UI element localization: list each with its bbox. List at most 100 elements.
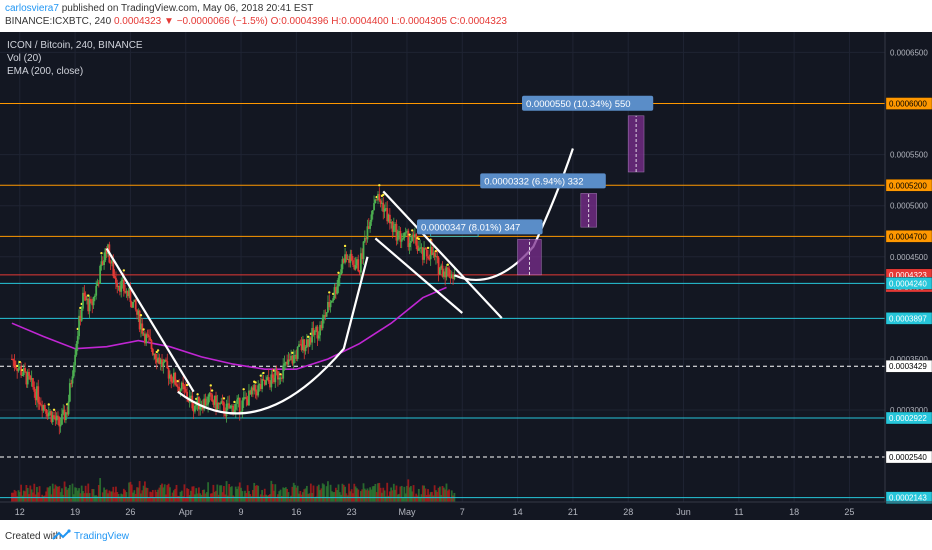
level-tag: [885, 230, 932, 243]
candle-body: [317, 335, 320, 339]
candle-body: [192, 408, 195, 412]
last-price: 0.0004323: [113, 16, 162, 27]
volume-bar: [97, 484, 100, 502]
volume-bar: [419, 496, 422, 502]
candle-body: [179, 389, 182, 392]
volume-bar: [225, 481, 228, 502]
volume-bar: [112, 486, 115, 502]
candle-body: [122, 279, 125, 291]
candle-body: [334, 287, 337, 294]
candle-body: [186, 391, 188, 399]
volume-bar: [303, 489, 306, 502]
candle-body: [253, 384, 256, 391]
volume-bar: [149, 491, 152, 502]
candle-body: [435, 256, 437, 258]
volume-bar: [157, 489, 159, 502]
volume-bar: [183, 484, 186, 502]
signal-dot: [378, 184, 381, 187]
price-axis: 0.0006500 0.0005500 0.0005000 0.0004500 0.00…: [884, 32, 932, 504]
volume-bar: [121, 494, 124, 502]
signal-dot: [18, 360, 22, 364]
volume-bar: [62, 494, 65, 502]
candle-body: [348, 258, 350, 263]
chart-area[interactable]: 0.0000347 (8.01%) 347 0.0000332 (6.94%) 3…: [0, 32, 932, 520]
candle-body: [413, 234, 416, 238]
candle-body: [257, 385, 260, 396]
volume-bar: [354, 486, 357, 502]
signal-dot: [446, 263, 449, 266]
volume-bar: [96, 496, 99, 502]
volume-bar: [316, 486, 319, 502]
author-link[interactable]: carlosviera7: [5, 3, 59, 14]
volume-bar: [445, 483, 448, 502]
volume-bar: [190, 490, 192, 502]
volume-bar: [29, 485, 32, 502]
volume-bar: [205, 492, 208, 502]
candle-body: [428, 258, 431, 260]
candle-body: [126, 291, 129, 297]
volume-bar: [142, 485, 145, 502]
candle-body: [429, 246, 432, 260]
candle-body: [180, 382, 183, 390]
volume-bar: [90, 497, 92, 502]
volume-bar: [407, 479, 410, 502]
volume-bar: [325, 486, 328, 502]
volume-bar: [320, 488, 323, 502]
candle-body: [452, 274, 454, 280]
candle-body: [36, 386, 38, 401]
candle-body: [363, 237, 366, 242]
volume-bar: [137, 487, 140, 502]
candle-body: [232, 405, 235, 415]
volume-bar: [136, 487, 138, 502]
volume-bar: [133, 490, 136, 502]
candle-body: [412, 234, 415, 238]
volume-bar: [197, 487, 200, 502]
volume-bar: [161, 483, 163, 502]
level-tag: [885, 450, 932, 464]
projection-label-bg: [480, 173, 606, 189]
signal-dot: [233, 400, 236, 404]
volume-bar: [213, 491, 216, 502]
volume-bar: [130, 484, 133, 502]
candle-body: [374, 199, 377, 204]
volume-bar: [329, 484, 332, 502]
candle-body: [54, 418, 57, 421]
candle-body: [163, 359, 166, 363]
volume-bar: [337, 484, 340, 502]
candle-body: [167, 368, 170, 379]
volume-bar: [93, 495, 96, 502]
candle-body: [288, 359, 291, 361]
candle-body: [101, 261, 104, 266]
candle-body: [49, 411, 51, 413]
candle-body: [132, 301, 134, 308]
candle-body: [417, 248, 420, 251]
volume-bar: [441, 486, 444, 502]
ema-line: [11, 286, 447, 370]
tradingview-brand[interactable]: TradingView: [74, 531, 130, 542]
candle-body: [299, 344, 302, 346]
volume-bar: [45, 491, 48, 502]
volume-bar: [373, 486, 375, 502]
candle-body: [194, 405, 196, 412]
volume-bar: [323, 484, 325, 502]
candle-body: [425, 249, 428, 257]
price-chart[interactable]: 0.0000347 (8.01%) 347 0.0000332 (6.94%) 3…: [0, 32, 932, 520]
candle-body: [337, 278, 340, 287]
volume-bar: [34, 494, 37, 502]
time-tick-label: 25: [844, 507, 854, 517]
candle-body: [79, 315, 82, 321]
volume-bar: [362, 483, 365, 502]
candle-body: [201, 405, 204, 410]
volume-bar: [58, 486, 61, 502]
volume-bar: [63, 481, 66, 502]
legend-ema: EMA (200, close): [7, 66, 83, 77]
volume-bar: [305, 485, 308, 502]
volume-bar: [383, 490, 386, 502]
volume-bar: [36, 486, 38, 502]
level-label: 0.0004700: [889, 232, 927, 241]
projection-label-bg: [416, 219, 543, 235]
volume-bar: [436, 491, 439, 502]
volume-bar: [166, 485, 169, 502]
candle-body: [105, 248, 108, 254]
volume-bar: [187, 489, 190, 502]
